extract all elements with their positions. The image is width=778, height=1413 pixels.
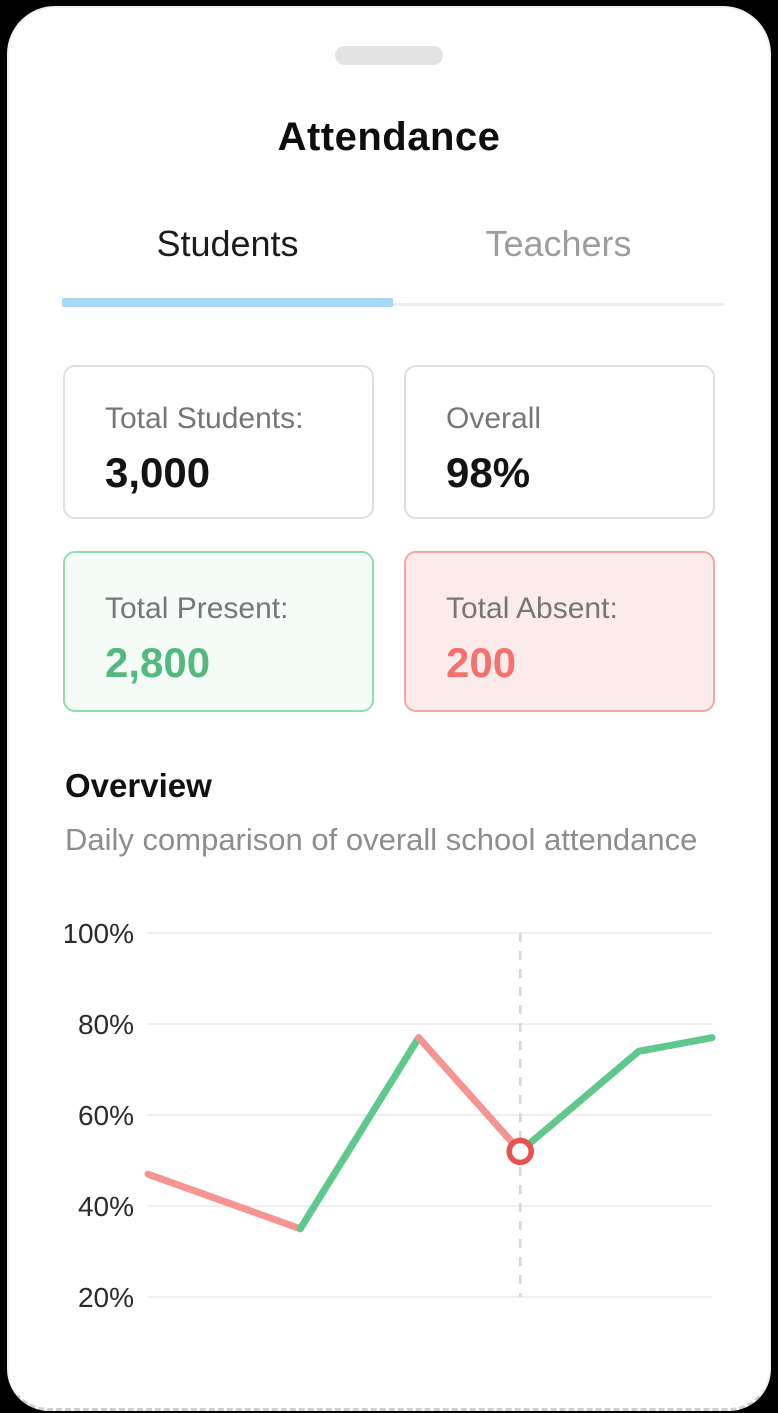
trend-segment-up <box>296 1034 423 1233</box>
trend-segment-down <box>144 1170 304 1233</box>
drag-handle[interactable] <box>335 46 443 65</box>
card-total-absent: Total Absent: 200 <box>404 551 715 712</box>
page-title: Attendance <box>277 115 501 159</box>
stat-label: Overall <box>446 402 542 435</box>
stat-value: 3,000 <box>105 449 211 496</box>
stat-value: 98% <box>446 449 531 496</box>
stat-label: Total Present: <box>105 592 289 625</box>
card-overall: Overall 98% <box>404 365 715 519</box>
tab-students[interactable]: Students <box>156 223 299 264</box>
tabs-underline-track <box>62 303 724 306</box>
card-total-students: Total Students: 3,000 <box>63 365 374 519</box>
stat-label: Total Absent: <box>446 592 618 625</box>
trend-segment-down <box>415 1034 524 1155</box>
y-axis-tick-20: 20% <box>78 1282 134 1313</box>
attendance-chart[interactable]: 100% 80% 60% 40% 20% <box>62 905 725 1330</box>
y-axis-tick-40: 40% <box>78 1191 134 1222</box>
card-total-present: Total Present: 2,800 <box>63 551 374 712</box>
overview-heading: Overview <box>65 767 212 804</box>
trend-segment-up <box>516 1047 643 1155</box>
tab-teachers[interactable]: Teachers <box>485 223 632 264</box>
stat-value: 2,800 <box>105 639 211 686</box>
trend-segment-up <box>635 1034 716 1055</box>
stat-value: 200 <box>446 639 517 686</box>
stat-label: Total Students: <box>105 402 304 435</box>
selected-point-marker[interactable] <box>506 1137 534 1166</box>
active-tab-indicator <box>62 298 393 307</box>
y-axis-tick-60: 60% <box>78 1100 134 1131</box>
overview-subtitle: Daily comparison of overall school atten… <box>65 822 698 857</box>
y-axis-tick-80: 80% <box>78 1009 134 1040</box>
y-axis-tick-100: 100% <box>65 918 134 949</box>
chart-wrap: 100% 80% 60% 40% 20% <box>62 905 725 1330</box>
tabs-bar: Students Teachers <box>62 222 724 268</box>
